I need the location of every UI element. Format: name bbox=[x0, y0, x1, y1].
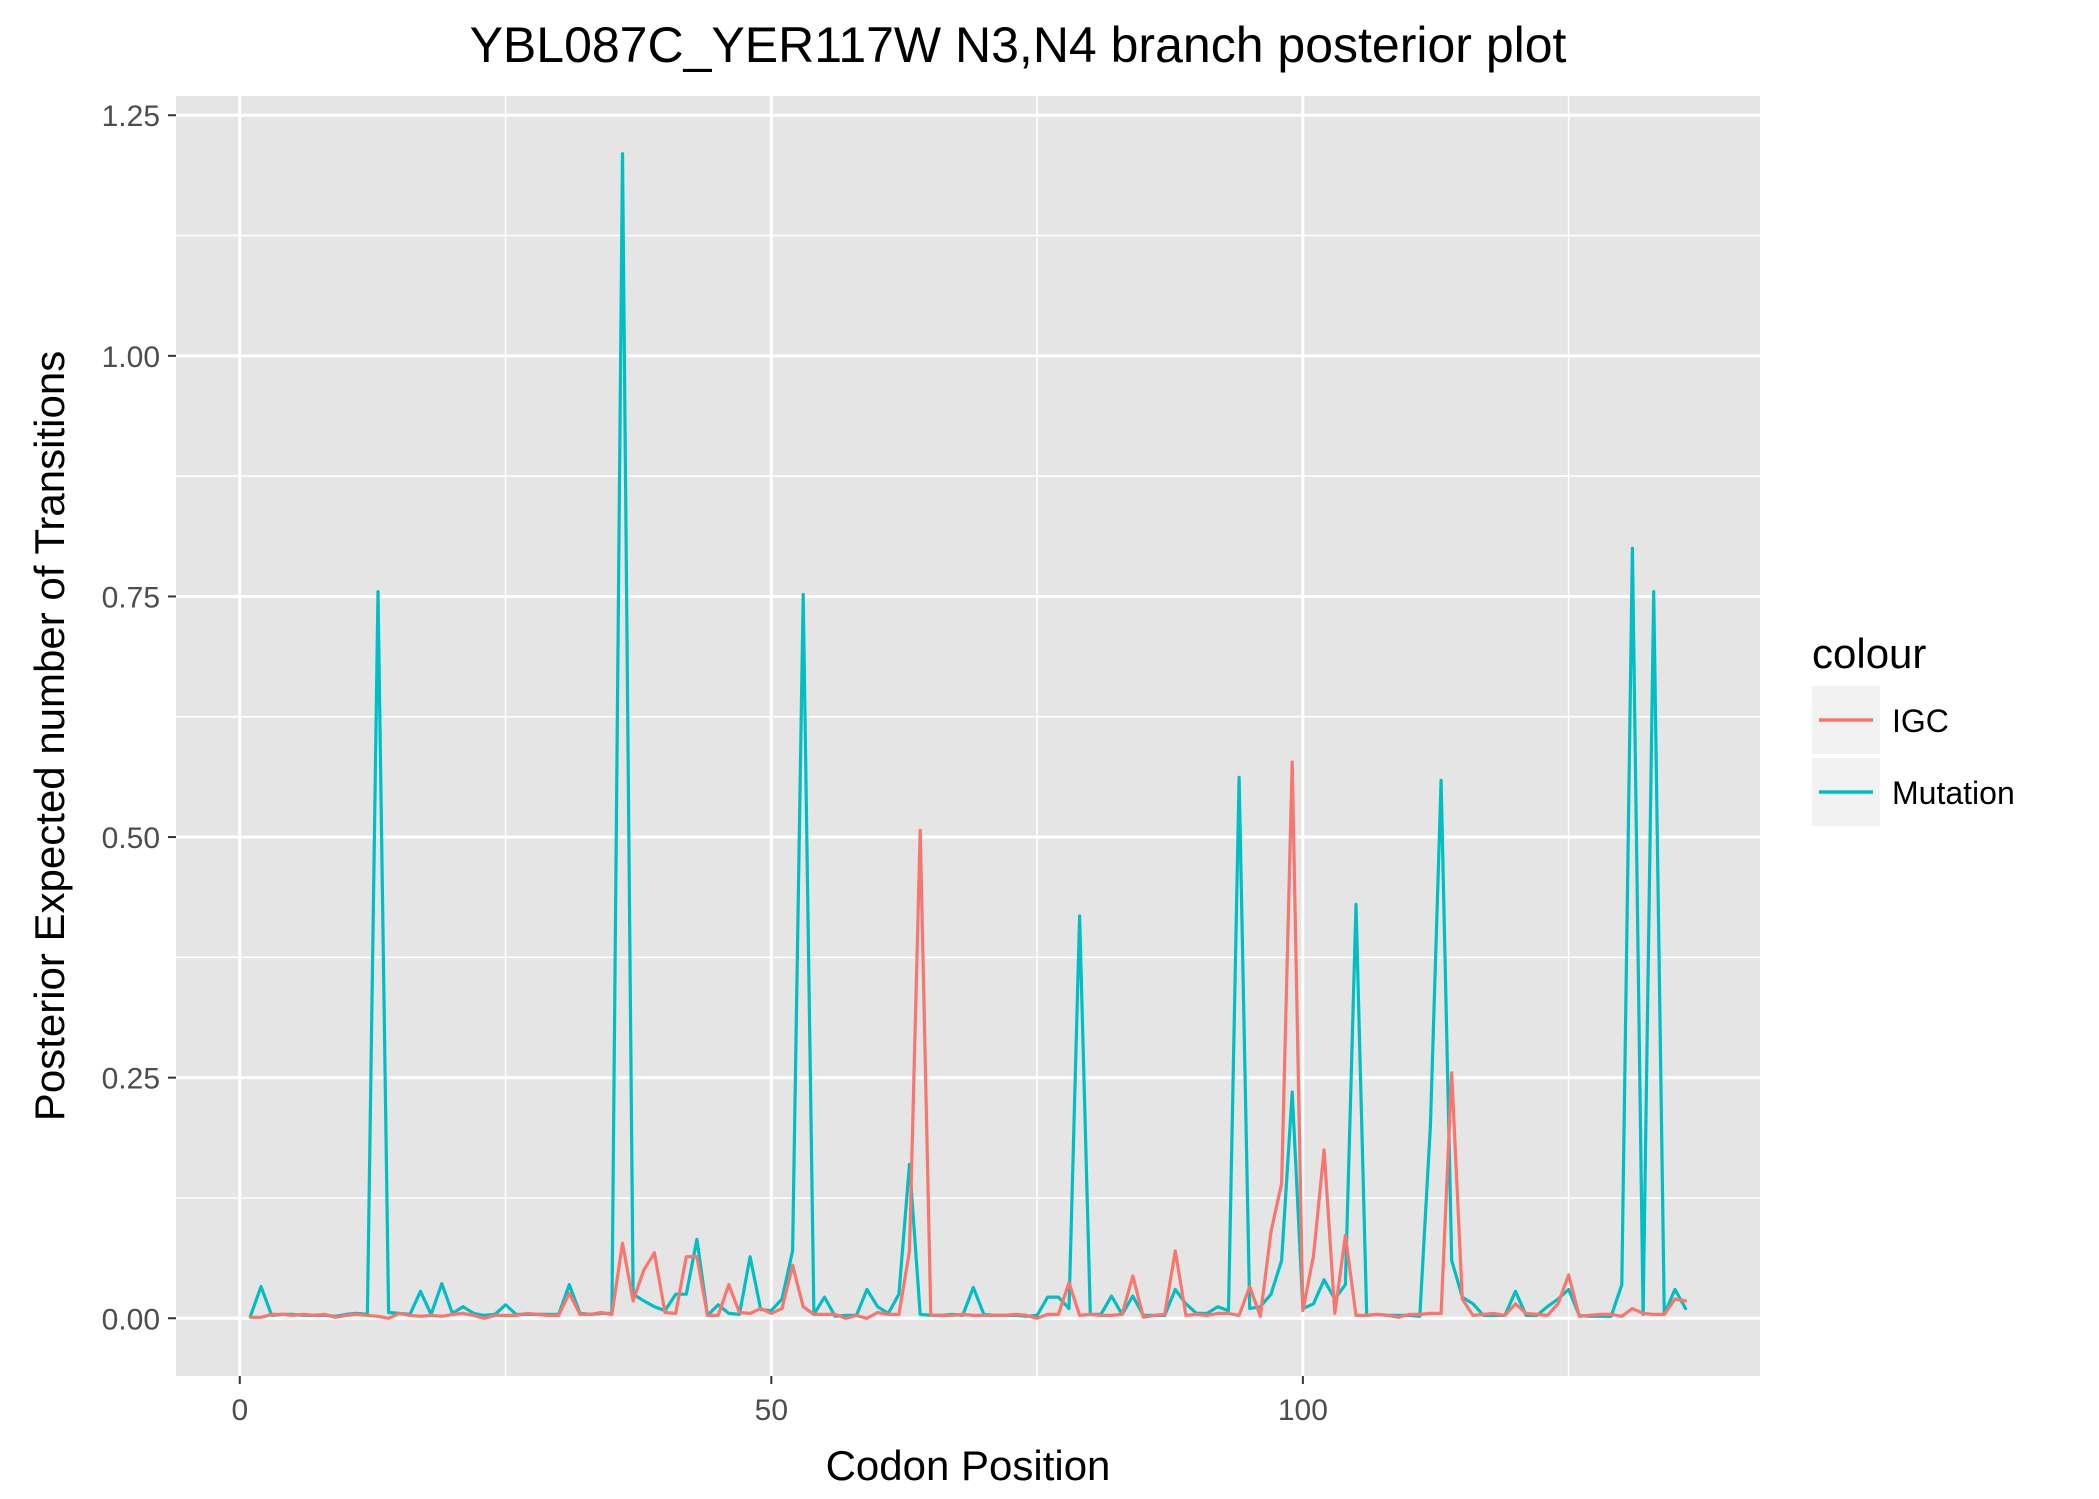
chart-title: YBL087C_YER117W N3,N4 branch posterior p… bbox=[470, 17, 1567, 73]
series-line-mutation bbox=[248, 152, 1688, 1318]
x-axis-title: Codon Position bbox=[826, 1442, 1111, 1489]
legend-title: colour bbox=[1812, 630, 1926, 677]
legend-label-mutation: Mutation bbox=[1892, 775, 2015, 811]
y-tick-label: 1.00 bbox=[102, 341, 160, 374]
x-tick-label: 50 bbox=[755, 1394, 788, 1427]
legend: colour IGC Mutation bbox=[1812, 630, 2015, 826]
y-axis: 0.00 0.25 0.50 0.75 1.00 1.25 bbox=[102, 100, 176, 1336]
plot-panel bbox=[176, 96, 1760, 1376]
major-gridlines bbox=[176, 96, 1760, 1376]
y-tick-label: 0.75 bbox=[102, 581, 160, 614]
minor-gridlines bbox=[176, 96, 1760, 1376]
x-tick-label: 0 bbox=[231, 1394, 248, 1427]
y-tick-label: 0.00 bbox=[102, 1303, 160, 1336]
y-axis-title: Posterior Expected number of Transitions bbox=[26, 351, 73, 1121]
series-layer bbox=[248, 152, 1688, 1320]
legend-label-igc: IGC bbox=[1892, 703, 1949, 739]
series-line-igc bbox=[248, 760, 1688, 1320]
x-tick-label: 100 bbox=[1278, 1394, 1328, 1427]
x-axis: 0 50 100 bbox=[231, 1376, 1328, 1427]
y-tick-label: 0.50 bbox=[102, 822, 160, 855]
y-tick-label: 1.25 bbox=[102, 100, 160, 133]
y-tick-label: 0.25 bbox=[102, 1063, 160, 1096]
